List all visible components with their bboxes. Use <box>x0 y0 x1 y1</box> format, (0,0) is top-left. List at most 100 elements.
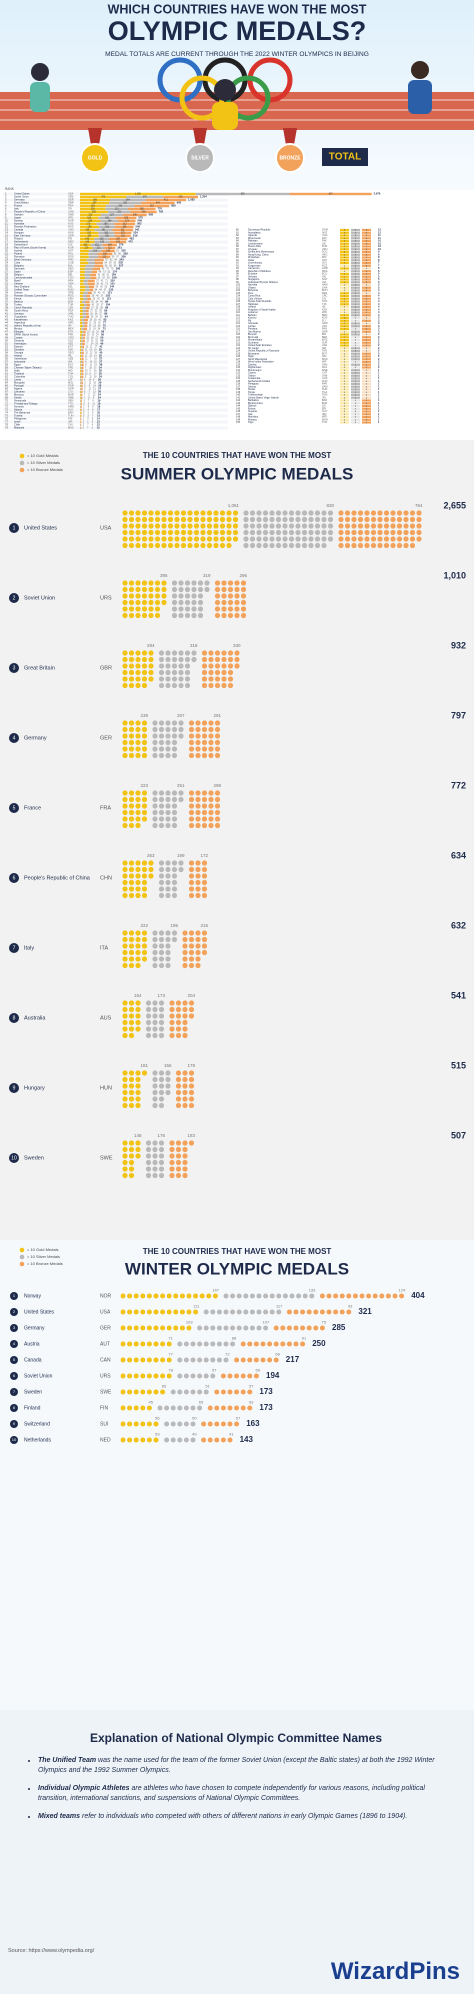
total-label: 5 <box>378 272 380 276</box>
rank: 43 <box>5 318 8 322</box>
medal-cell <box>340 272 349 276</box>
medal-dot <box>195 892 201 899</box>
country-code: ALG <box>68 408 73 412</box>
medal-bar <box>80 351 83 355</box>
medal-dot <box>213 529 219 536</box>
cell-label: 1 <box>344 276 346 278</box>
segment-label: 298 <box>213 783 221 788</box>
medal-dot <box>120 1357 126 1363</box>
country-name: Rep of Korea (South Korea) <box>14 246 46 250</box>
country-name: Indonesia <box>14 360 26 364</box>
bar-label: 109 <box>83 245 88 247</box>
cell-label: 5 <box>366 232 368 234</box>
medal-dot <box>140 1373 146 1379</box>
medal-dot <box>127 1341 133 1347</box>
medal-dot <box>338 542 344 549</box>
medal-dot <box>135 529 141 536</box>
country-name: Estonia <box>14 345 23 349</box>
medal-dot <box>128 669 135 676</box>
medal-bar <box>109 201 141 205</box>
medal-dot <box>165 650 171 656</box>
rank: 125 <box>236 352 241 355</box>
total-label: 2 <box>378 340 380 344</box>
country-name: Zimbabwe <box>248 256 260 259</box>
medal-bar <box>84 267 93 271</box>
bar-label: 355 <box>179 197 184 199</box>
country-name: Serbia <box>14 396 22 400</box>
medal-dot <box>357 510 364 516</box>
medal-dot <box>158 1153 165 1159</box>
medal-dot <box>161 536 167 542</box>
medal-dot <box>184 656 191 663</box>
country-name: Gabon <box>248 374 256 377</box>
medal-dot <box>195 962 201 969</box>
country-name: United States <box>24 525 57 531</box>
country-name: Egypt <box>14 363 21 367</box>
medal-dot <box>167 516 174 523</box>
cell-label: 1 <box>344 345 346 347</box>
total-label: 1 <box>378 398 380 402</box>
bar-label: 33 <box>96 308 99 310</box>
medal-cell <box>351 344 360 347</box>
total-label: 575 <box>138 216 143 220</box>
medal-cell <box>351 292 360 295</box>
medal-dot <box>416 536 422 542</box>
medal-dot <box>148 536 154 542</box>
cell-label: 0 <box>344 364 346 366</box>
medal-dot <box>171 676 178 682</box>
bar-label: 15 <box>86 338 89 340</box>
medal-dot <box>319 1293 325 1299</box>
medal-dot <box>158 1089 165 1096</box>
country-code: HUN <box>68 231 74 235</box>
cell-label: 2 <box>355 312 357 314</box>
rank: 53 <box>5 348 8 352</box>
country-name: Unified Team <box>14 288 29 292</box>
medal-dot <box>338 516 344 523</box>
medal-dot <box>214 803 221 809</box>
total-label: 2 <box>378 357 380 361</box>
medal-dot <box>327 510 334 516</box>
medal-dot <box>193 523 200 529</box>
medal-bar <box>80 369 81 373</box>
cell-label: 4 <box>355 232 357 234</box>
medal-dot <box>182 949 188 956</box>
bar-label: 73 <box>103 272 106 274</box>
total-label: 56 <box>101 333 104 337</box>
medal-dot <box>275 536 282 542</box>
bar-label: 180 <box>105 218 110 220</box>
total-label: 680 <box>149 213 154 217</box>
bar-label: 35 <box>93 293 96 295</box>
medal-dot <box>193 1309 199 1315</box>
notes-bg <box>0 1710 474 1994</box>
medal-dot <box>167 523 174 529</box>
country-code: BOT <box>322 352 328 355</box>
bar-label: 240 <box>133 215 138 217</box>
medal-dot <box>182 962 188 969</box>
row-stripe <box>3 264 228 268</box>
medal-bar <box>81 369 84 373</box>
dot-group <box>152 790 184 829</box>
medal-bar <box>80 243 91 247</box>
medal-dot <box>201 790 208 796</box>
medal-dot <box>128 726 135 733</box>
medal-dot <box>191 580 197 586</box>
country-name: Costa Rica <box>248 295 261 298</box>
medal-dot <box>214 1389 220 1395</box>
cell-label: 0 <box>355 318 357 320</box>
medal-dot <box>213 536 219 542</box>
dot-group <box>338 510 422 549</box>
medal-dot <box>197 1373 203 1379</box>
medal-cell <box>340 410 349 413</box>
medal-dot <box>128 536 135 542</box>
bar-label: 169 <box>116 242 121 244</box>
dot-group <box>157 1405 203 1411</box>
country-name: Ethiopia <box>14 330 24 334</box>
medal-dot <box>183 1405 189 1411</box>
total-label: 75 <box>103 324 106 328</box>
medal-cell <box>362 256 371 259</box>
bar-label: 26 <box>92 296 95 298</box>
medal-cell <box>340 311 349 314</box>
rank: 7 <box>13 945 16 951</box>
medal-dot <box>165 943 171 949</box>
country-code: ZZX <box>322 237 327 240</box>
